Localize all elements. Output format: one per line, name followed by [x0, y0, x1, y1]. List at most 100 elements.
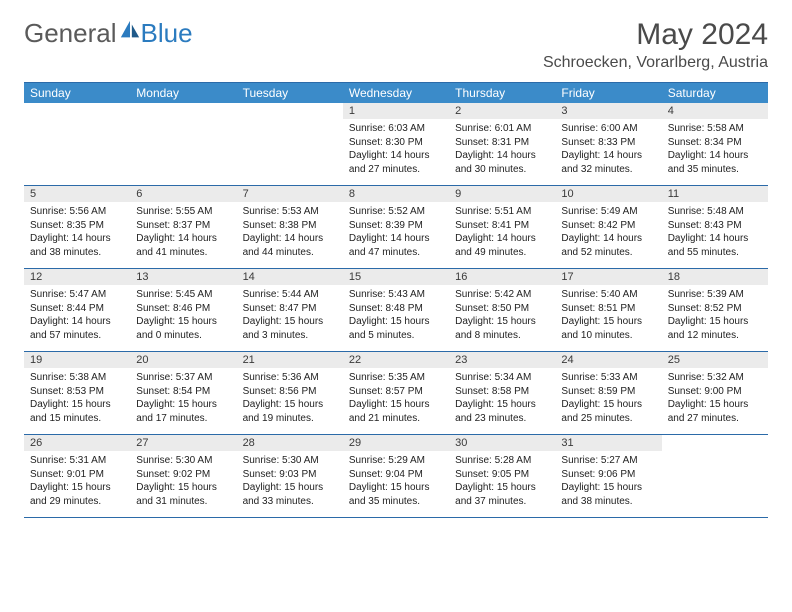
daylight-text: Daylight: 15 hours and 0 minutes. [136, 315, 230, 342]
calendar-day: 2Sunrise: 6:01 AMSunset: 8:31 PMDaylight… [449, 103, 555, 185]
day-number: 19 [24, 352, 130, 368]
calendar-day: 14Sunrise: 5:44 AMSunset: 8:47 PMDayligh… [237, 269, 343, 351]
sunset-text: Sunset: 8:53 PM [30, 385, 124, 399]
logo-text-2: Blue [141, 18, 193, 49]
daylight-text: Daylight: 14 hours and 55 minutes. [668, 232, 762, 259]
sunset-text: Sunset: 8:50 PM [455, 302, 549, 316]
calendar-day: 29Sunrise: 5:29 AMSunset: 9:04 PMDayligh… [343, 435, 449, 517]
header: General Blue May 2024 Schroecken, Vorarl… [0, 0, 792, 76]
day-details: Sunrise: 5:33 AMSunset: 8:59 PMDaylight:… [555, 368, 661, 429]
logo-sail-icon [119, 19, 141, 41]
daylight-text: Daylight: 14 hours and 41 minutes. [136, 232, 230, 259]
sunset-text: Sunset: 8:56 PM [243, 385, 337, 399]
daylight-text: Daylight: 14 hours and 30 minutes. [455, 149, 549, 176]
day-number: 2 [449, 103, 555, 119]
day-number: 1 [343, 103, 449, 119]
day-details: Sunrise: 5:44 AMSunset: 8:47 PMDaylight:… [237, 285, 343, 346]
sunset-text: Sunset: 8:46 PM [136, 302, 230, 316]
daylight-text: Daylight: 14 hours and 35 minutes. [668, 149, 762, 176]
calendar-day: 31Sunrise: 5:27 AMSunset: 9:06 PMDayligh… [555, 435, 661, 517]
logo: General Blue [24, 18, 193, 49]
weeks-grid: 1Sunrise: 6:03 AMSunset: 8:30 PMDaylight… [24, 103, 768, 518]
sunset-text: Sunset: 8:31 PM [455, 136, 549, 150]
day-number: 31 [555, 435, 661, 451]
day-details: Sunrise: 5:31 AMSunset: 9:01 PMDaylight:… [24, 451, 130, 512]
sunrise-text: Sunrise: 5:53 AM [243, 205, 337, 219]
calendar-week: 1Sunrise: 6:03 AMSunset: 8:30 PMDaylight… [24, 103, 768, 186]
sunrise-text: Sunrise: 6:00 AM [561, 122, 655, 136]
sunset-text: Sunset: 8:35 PM [30, 219, 124, 233]
day-details: Sunrise: 5:52 AMSunset: 8:39 PMDaylight:… [343, 202, 449, 263]
day-details: Sunrise: 5:40 AMSunset: 8:51 PMDaylight:… [555, 285, 661, 346]
day-number: 13 [130, 269, 236, 285]
day-number: 18 [662, 269, 768, 285]
calendar-day: 4Sunrise: 5:58 AMSunset: 8:34 PMDaylight… [662, 103, 768, 185]
day-number: 28 [237, 435, 343, 451]
day-details: Sunrise: 5:51 AMSunset: 8:41 PMDaylight:… [449, 202, 555, 263]
day-details: Sunrise: 5:35 AMSunset: 8:57 PMDaylight:… [343, 368, 449, 429]
calendar-day: 26Sunrise: 5:31 AMSunset: 9:01 PMDayligh… [24, 435, 130, 517]
day-number: 5 [24, 186, 130, 202]
sunset-text: Sunset: 8:43 PM [668, 219, 762, 233]
day-number: 26 [24, 435, 130, 451]
sunset-text: Sunset: 8:41 PM [455, 219, 549, 233]
day-details: Sunrise: 5:45 AMSunset: 8:46 PMDaylight:… [130, 285, 236, 346]
sunset-text: Sunset: 8:38 PM [243, 219, 337, 233]
day-details: Sunrise: 5:39 AMSunset: 8:52 PMDaylight:… [662, 285, 768, 346]
daylight-text: Daylight: 15 hours and 23 minutes. [455, 398, 549, 425]
calendar-day: 27Sunrise: 5:30 AMSunset: 9:02 PMDayligh… [130, 435, 236, 517]
calendar-day: 22Sunrise: 5:35 AMSunset: 8:57 PMDayligh… [343, 352, 449, 434]
daylight-text: Daylight: 14 hours and 32 minutes. [561, 149, 655, 176]
calendar-day: 12Sunrise: 5:47 AMSunset: 8:44 PMDayligh… [24, 269, 130, 351]
sunset-text: Sunset: 8:42 PM [561, 219, 655, 233]
calendar-day: 15Sunrise: 5:43 AMSunset: 8:48 PMDayligh… [343, 269, 449, 351]
sunrise-text: Sunrise: 5:27 AM [561, 454, 655, 468]
day-number: 27 [130, 435, 236, 451]
day-number: 21 [237, 352, 343, 368]
sunrise-text: Sunrise: 5:44 AM [243, 288, 337, 302]
calendar-day: 23Sunrise: 5:34 AMSunset: 8:58 PMDayligh… [449, 352, 555, 434]
daylight-text: Daylight: 15 hours and 19 minutes. [243, 398, 337, 425]
daylight-text: Daylight: 15 hours and 29 minutes. [30, 481, 124, 508]
sunrise-text: Sunrise: 6:03 AM [349, 122, 443, 136]
calendar-day: 17Sunrise: 5:40 AMSunset: 8:51 PMDayligh… [555, 269, 661, 351]
daylight-text: Daylight: 15 hours and 38 minutes. [561, 481, 655, 508]
calendar-day: 10Sunrise: 5:49 AMSunset: 8:42 PMDayligh… [555, 186, 661, 268]
day-number: 7 [237, 186, 343, 202]
sunset-text: Sunset: 8:51 PM [561, 302, 655, 316]
daylight-text: Daylight: 15 hours and 5 minutes. [349, 315, 443, 342]
calendar-day: 8Sunrise: 5:52 AMSunset: 8:39 PMDaylight… [343, 186, 449, 268]
sunset-text: Sunset: 8:52 PM [668, 302, 762, 316]
daylight-text: Daylight: 15 hours and 12 minutes. [668, 315, 762, 342]
calendar-day: 18Sunrise: 5:39 AMSunset: 8:52 PMDayligh… [662, 269, 768, 351]
sunrise-text: Sunrise: 5:29 AM [349, 454, 443, 468]
weekday-label: Friday [555, 83, 661, 103]
day-number: 20 [130, 352, 236, 368]
daylight-text: Daylight: 15 hours and 21 minutes. [349, 398, 443, 425]
sunset-text: Sunset: 8:39 PM [349, 219, 443, 233]
day-number: 30 [449, 435, 555, 451]
calendar-day: 5Sunrise: 5:56 AMSunset: 8:35 PMDaylight… [24, 186, 130, 268]
sunset-text: Sunset: 8:30 PM [349, 136, 443, 150]
calendar-day: 7Sunrise: 5:53 AMSunset: 8:38 PMDaylight… [237, 186, 343, 268]
sunset-text: Sunset: 9:06 PM [561, 468, 655, 482]
sunrise-text: Sunrise: 5:49 AM [561, 205, 655, 219]
calendar-day: 16Sunrise: 5:42 AMSunset: 8:50 PMDayligh… [449, 269, 555, 351]
daylight-text: Daylight: 15 hours and 37 minutes. [455, 481, 549, 508]
sunrise-text: Sunrise: 5:43 AM [349, 288, 443, 302]
day-details: Sunrise: 6:03 AMSunset: 8:30 PMDaylight:… [343, 119, 449, 180]
sunrise-text: Sunrise: 5:56 AM [30, 205, 124, 219]
sunset-text: Sunset: 9:00 PM [668, 385, 762, 399]
sunrise-text: Sunrise: 5:30 AM [136, 454, 230, 468]
sunrise-text: Sunrise: 5:47 AM [30, 288, 124, 302]
sunset-text: Sunset: 9:02 PM [136, 468, 230, 482]
day-number: 3 [555, 103, 661, 119]
day-details: Sunrise: 5:27 AMSunset: 9:06 PMDaylight:… [555, 451, 661, 512]
day-details: Sunrise: 5:49 AMSunset: 8:42 PMDaylight:… [555, 202, 661, 263]
sunset-text: Sunset: 8:47 PM [243, 302, 337, 316]
day-number: 16 [449, 269, 555, 285]
calendar-day: 28Sunrise: 5:30 AMSunset: 9:03 PMDayligh… [237, 435, 343, 517]
weekday-label: Wednesday [343, 83, 449, 103]
daylight-text: Daylight: 14 hours and 47 minutes. [349, 232, 443, 259]
sunset-text: Sunset: 9:04 PM [349, 468, 443, 482]
